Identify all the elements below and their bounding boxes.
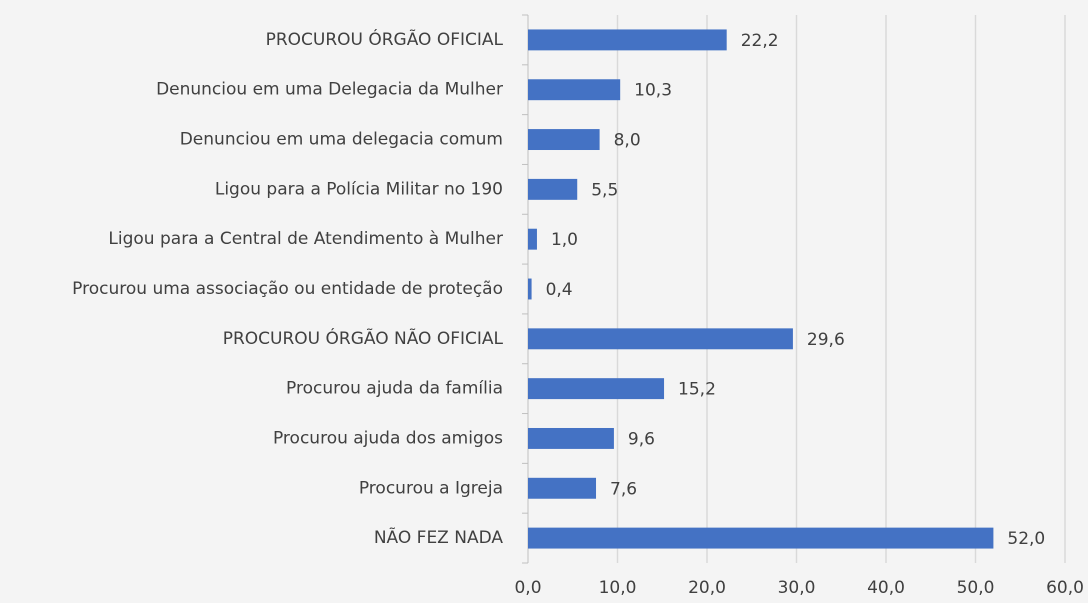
y-tick-label: Ligou para a Polícia Militar no 190 bbox=[215, 179, 503, 199]
data-label: 7,6 bbox=[610, 479, 637, 499]
data-label: 1,0 bbox=[551, 230, 578, 250]
data-label: 15,2 bbox=[678, 380, 716, 400]
data-label: 52,0 bbox=[1007, 529, 1045, 549]
y-tick-label: Ligou para a Central de Atendimento à Mu… bbox=[108, 229, 503, 249]
data-label: 29,6 bbox=[807, 330, 845, 350]
y-tick-label: Denunciou em uma delegacia comum bbox=[180, 130, 503, 150]
data-label: 9,6 bbox=[628, 429, 655, 449]
bar bbox=[528, 278, 532, 300]
data-label: 22,2 bbox=[741, 31, 779, 51]
y-tick-label: Procurou uma associação ou entidade de p… bbox=[72, 279, 503, 299]
bar bbox=[528, 228, 537, 250]
bar bbox=[528, 527, 994, 549]
data-label: 0,4 bbox=[546, 280, 573, 300]
y-tick-label: Procurou ajuda dos amigos bbox=[273, 428, 503, 448]
y-tick-label: PROCUROU ÓRGÃO NÃO OFICIAL bbox=[223, 327, 504, 349]
data-label: 5,5 bbox=[591, 180, 618, 200]
bar bbox=[528, 477, 597, 499]
data-label: 10,3 bbox=[634, 81, 672, 101]
bar bbox=[528, 378, 665, 400]
bar bbox=[528, 129, 600, 151]
bar bbox=[528, 178, 578, 200]
x-tick-label: 10,0 bbox=[599, 578, 637, 598]
y-tick-label: Denunciou em uma Delegacia da Mulher bbox=[156, 80, 503, 100]
y-tick-label: Procurou a Igreja bbox=[359, 478, 503, 498]
bar bbox=[528, 79, 621, 101]
y-tick-label: Procurou ajuda da família bbox=[286, 379, 503, 399]
x-tick-label: 30,0 bbox=[778, 578, 816, 598]
y-tick-label: PROCUROU ÓRGÃO OFICIAL bbox=[266, 28, 504, 50]
data-label: 8,0 bbox=[614, 131, 641, 151]
bar bbox=[528, 328, 793, 350]
x-tick-label: 50,0 bbox=[957, 578, 995, 598]
x-tick-label: 0,0 bbox=[514, 578, 541, 598]
y-tick-label: NÃO FEZ NADA bbox=[374, 526, 504, 548]
bar bbox=[528, 29, 727, 51]
x-tick-label: 60,0 bbox=[1046, 578, 1084, 598]
x-tick-label: 40,0 bbox=[867, 578, 905, 598]
bar bbox=[528, 427, 614, 449]
x-tick-label: 20,0 bbox=[688, 578, 726, 598]
